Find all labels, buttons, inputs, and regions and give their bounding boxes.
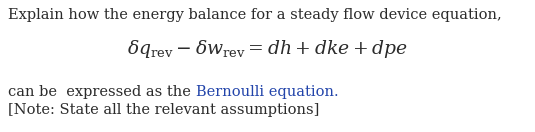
Text: Explain how the energy balance for a steady flow device equation,: Explain how the energy balance for a ste… bbox=[8, 8, 502, 22]
Text: [Note: State all the relevant assumptions]: [Note: State all the relevant assumption… bbox=[8, 103, 319, 117]
Text: can be  expressed as the: can be expressed as the bbox=[8, 85, 195, 99]
Text: Bernoulli equation.: Bernoulli equation. bbox=[195, 85, 338, 99]
Text: $\delta q_{\mathrm{rev}} - \delta w_{\mathrm{rev}} = dh + dke + dpe$: $\delta q_{\mathrm{rev}} - \delta w_{\ma… bbox=[127, 38, 408, 60]
